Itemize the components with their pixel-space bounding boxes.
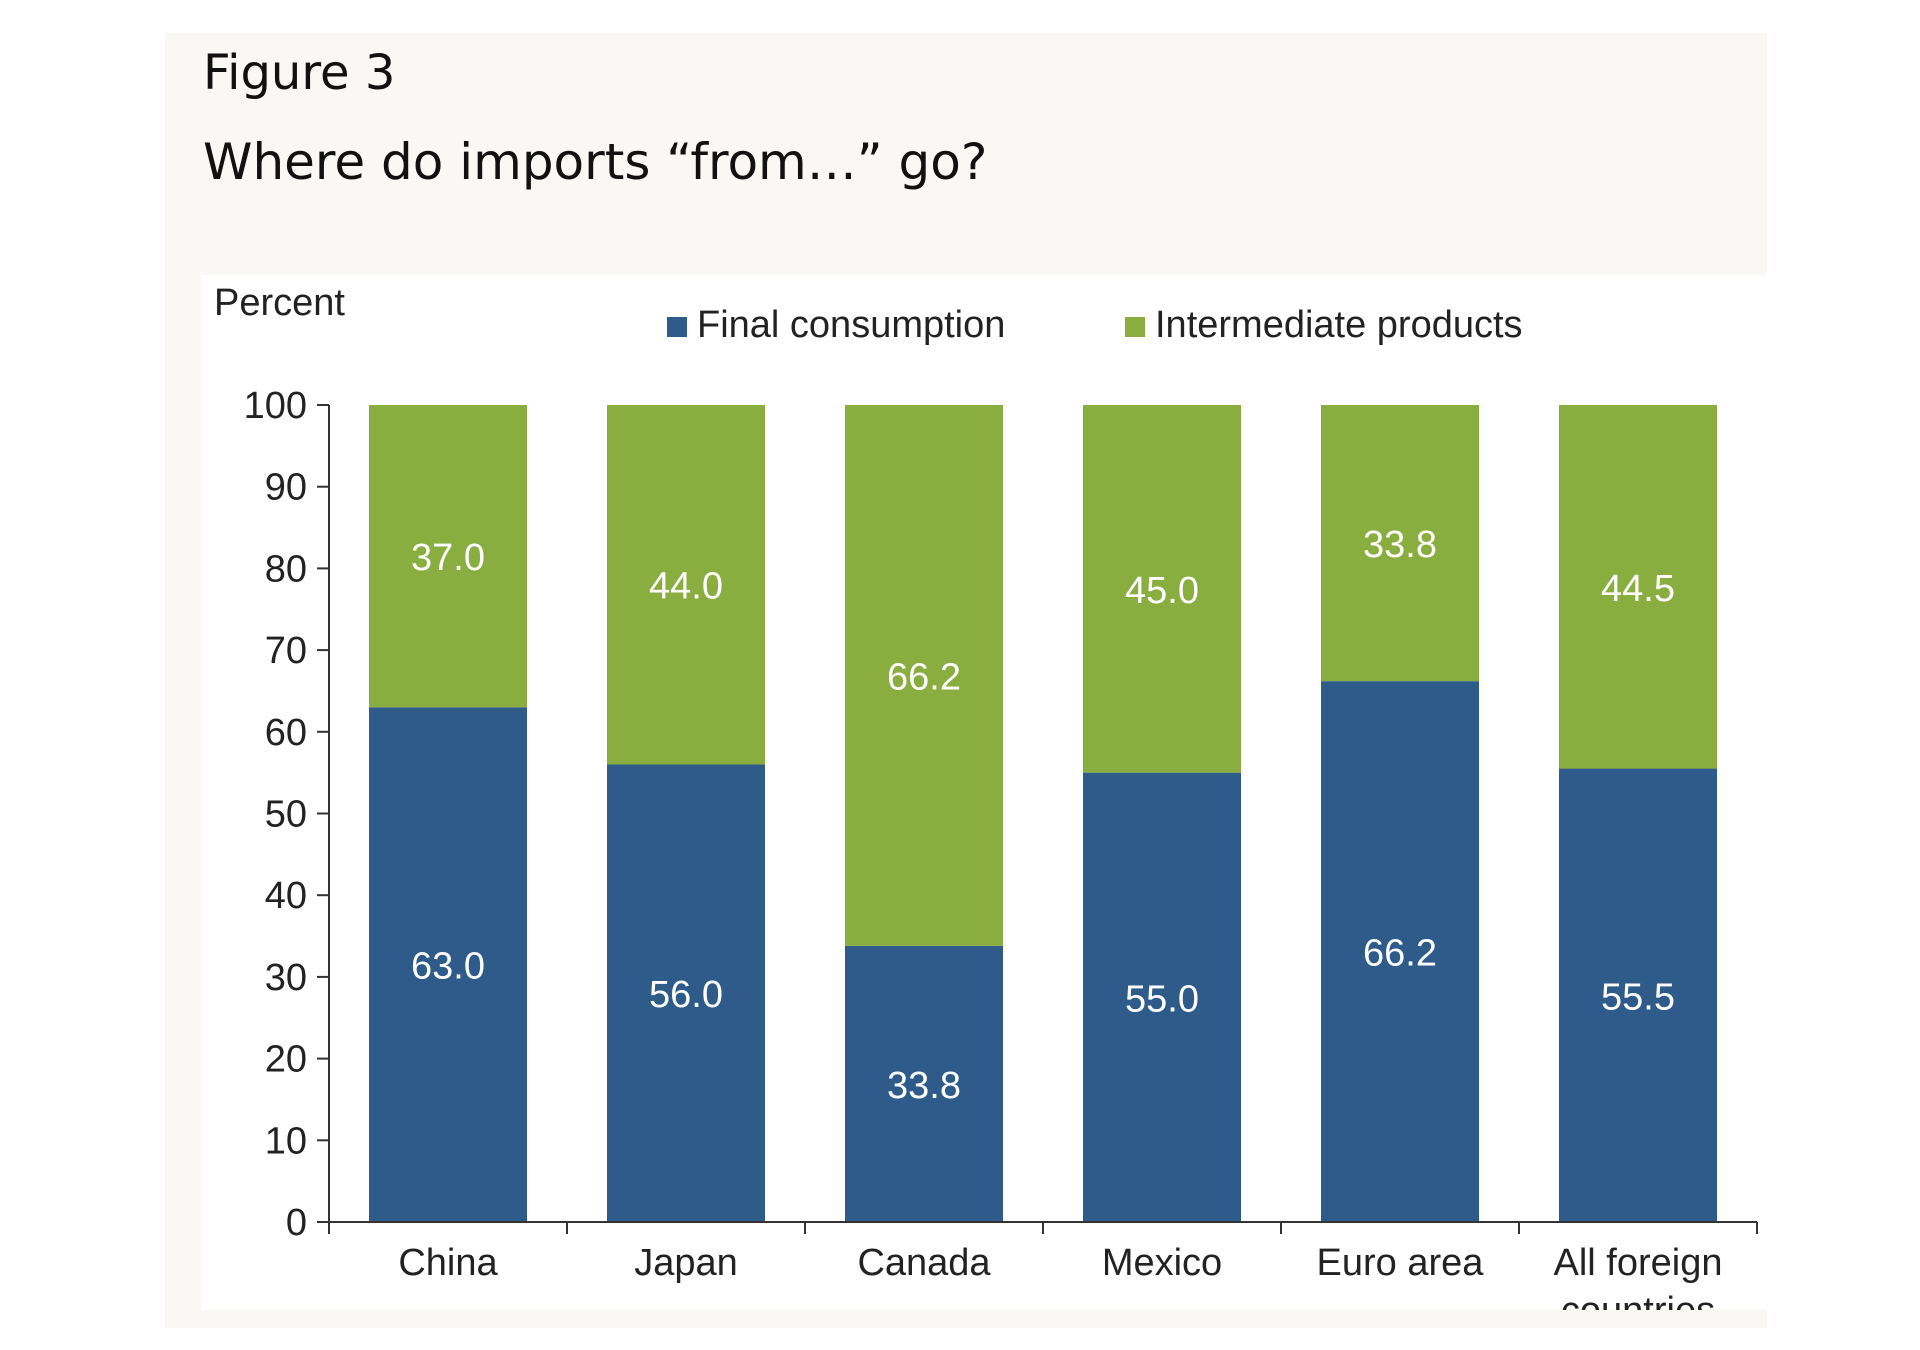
figure-card: Figure 3 Where do imports “from…” go? Pe… <box>165 33 1767 1332</box>
legend-swatch-2 <box>1125 317 1145 337</box>
data-label-intermediate-4: 45.0 <box>1125 570 1199 612</box>
stacked-bar-chart: Percent Final consumption Intermediate pro… <box>214 282 1758 1332</box>
y-tick-label-30: 30 <box>265 957 307 999</box>
data-label-final-3: 33.8 <box>887 1065 961 1107</box>
data-label-final-5: 66.2 <box>1363 933 1437 975</box>
bar-final-1 <box>369 707 527 1222</box>
bar-intermediate-2 <box>607 405 765 765</box>
data-label-final-1: 63.0 <box>411 946 485 988</box>
x-tick-label-1: China <box>398 1242 498 1284</box>
x-tick-label-3: Canada <box>857 1242 991 1284</box>
bar-intermediate-3 <box>845 405 1003 946</box>
bar-intermediate-1 <box>369 405 527 708</box>
data-label-intermediate-5: 33.8 <box>1363 524 1437 566</box>
y-tick-label-0: 0 <box>286 1202 307 1244</box>
plot-area: Percent Final consumption Intermediate pro… <box>201 275 1767 1332</box>
y-tick-label-40: 40 <box>265 875 307 917</box>
bar-final-4 <box>1083 772 1241 1222</box>
figure-label: Figure 3 <box>203 45 396 101</box>
figure-title: Where do imports “from…” go? <box>203 133 988 191</box>
bar-intermediate-6 <box>1559 405 1717 769</box>
x-tick-label-5: Euro area <box>1317 1242 1485 1284</box>
data-label-intermediate-2: 44.0 <box>649 566 723 608</box>
bar-final-6 <box>1559 768 1717 1222</box>
y-tick-label-20: 20 <box>265 1039 307 1081</box>
y-tick-label-60: 60 <box>265 712 307 754</box>
data-label-intermediate-1: 37.0 <box>411 537 485 579</box>
bar-intermediate-5 <box>1321 405 1479 682</box>
y-tick-label-70: 70 <box>265 630 307 672</box>
bar-intermediate-4 <box>1083 405 1241 773</box>
y-tick-label-100: 100 <box>244 385 307 427</box>
data-label-final-4: 55.0 <box>1125 978 1199 1020</box>
y-tick-label-10: 10 <box>265 1120 307 1162</box>
x-tick-label-line: countries <box>1561 1290 1715 1310</box>
x-tick-label-line: Japan <box>634 1242 738 1284</box>
data-label-final-6: 55.5 <box>1601 976 1675 1018</box>
legend-label-1: Final consumption <box>697 304 1005 346</box>
data-label-intermediate-6: 44.5 <box>1601 568 1675 610</box>
x-tick-label-2: Japan <box>634 1242 738 1284</box>
x-tick-label-line: Canada <box>857 1242 991 1284</box>
bar-final-3 <box>845 945 1003 1222</box>
bar-final-2 <box>607 764 765 1222</box>
x-tick-label-line: Euro area <box>1317 1242 1485 1284</box>
y-tick-label-90: 90 <box>265 467 307 509</box>
x-tick-label-6: All foreign countries <box>1554 1242 1723 1310</box>
legend-swatch-1 <box>667 317 687 337</box>
bar-final-5 <box>1321 681 1479 1222</box>
y-tick-label-50: 50 <box>265 794 307 836</box>
x-tick-label-line: China <box>398 1242 498 1284</box>
data-label-intermediate-3: 66.2 <box>887 656 961 698</box>
y-tick-label-80: 80 <box>265 548 307 590</box>
x-tick-label-line: Mexico <box>1102 1242 1222 1284</box>
y-axis-title: Percent <box>214 282 345 324</box>
legend-label-2: Intermediate products <box>1155 304 1523 346</box>
x-tick-label-4: Mexico <box>1102 1242 1222 1284</box>
data-label-final-2: 56.0 <box>649 974 723 1016</box>
figure-header: Figure 3 Where do imports “from…” go? <box>165 33 1767 274</box>
x-tick-label-line: All foreign <box>1554 1242 1723 1284</box>
